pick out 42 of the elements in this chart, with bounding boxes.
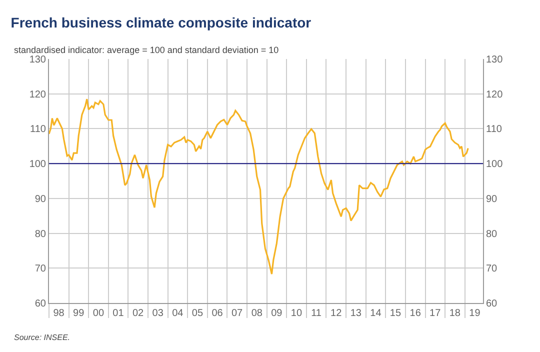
x-tick-label: 17: [430, 308, 442, 319]
x-tick-label: 06: [212, 308, 224, 319]
y2-tick-label: 80: [486, 228, 498, 240]
y-tick-label: 120: [29, 89, 46, 100]
x-tick-label: 08: [251, 308, 263, 319]
x-tick-label: 18: [449, 308, 461, 319]
x-tick-label: 10: [290, 308, 302, 319]
y-tick-label: 60: [34, 298, 46, 310]
x-tick-label: 99: [73, 308, 85, 319]
y-tick-label: 80: [34, 228, 46, 240]
x-tick-label: 00: [92, 308, 104, 319]
y2-tick-label: 120: [486, 89, 504, 100]
x-tick-label: 12: [330, 308, 342, 319]
x-tick-label: 05: [192, 308, 204, 319]
y2-tick-label: 90: [486, 194, 498, 205]
x-tick-label: 13: [350, 308, 362, 319]
x-tick-label: 07: [231, 308, 244, 319]
x-tick-label: 09: [271, 308, 283, 319]
y-tick-label: 70: [34, 264, 46, 275]
x-tick-label: 01: [112, 308, 124, 319]
chart-title: French business climate composite indicator: [10, 14, 312, 30]
x-tick-label: 11: [311, 308, 322, 319]
x-tick-label: 04: [172, 308, 184, 319]
x-tick-label: 15: [390, 308, 402, 319]
y-tick-label: 100: [29, 159, 46, 170]
x-tick-label: 02: [132, 308, 144, 319]
x-tick-label: 98: [53, 308, 65, 319]
y2-tick-label: 100: [486, 159, 504, 170]
line-series: [49, 98, 469, 275]
y2-tick-label: 110: [486, 124, 502, 136]
x-tick-label: 16: [410, 308, 422, 319]
y2-tick-label: 60: [486, 298, 498, 310]
x-tick-label: 14: [370, 308, 382, 319]
x-tick-label: 03: [152, 308, 164, 319]
y-tick-label: 110: [30, 124, 46, 136]
y-tick-label: 90: [34, 194, 46, 205]
chart-subtitle: standardised indicator: average = 100 and standard deviation = 10: [14, 45, 279, 55]
y2-tick-label: 130: [486, 54, 504, 66]
x-tick-label: 19: [469, 308, 481, 319]
source-note: Source: INSEE.: [14, 333, 70, 342]
y-tick-label: 130: [29, 54, 46, 66]
y2-tick-label: 70: [486, 264, 498, 275]
